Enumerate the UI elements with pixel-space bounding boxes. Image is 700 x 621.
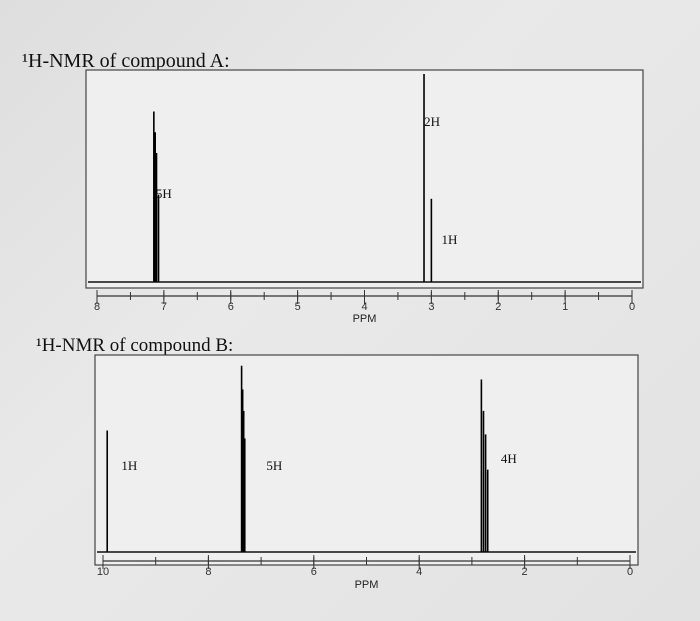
integration-label: 5H — [156, 186, 172, 201]
x-tick-label: 0 — [627, 566, 633, 578]
x-axis-label: PPM — [355, 579, 379, 591]
integration-label: 1H — [121, 458, 137, 473]
integration-label: 2H — [424, 114, 440, 129]
x-tick-label: 5 — [295, 301, 301, 313]
x-tick-label: 3 — [428, 301, 434, 313]
x-tick-label: 8 — [205, 566, 211, 578]
x-axis-label: PPM — [353, 313, 377, 325]
compound-a-title: ¹H-NMR of compound A: — [22, 50, 230, 72]
x-tick-label: 10 — [97, 566, 109, 578]
compound-b-title: ¹H-NMR of compound B: — [36, 335, 234, 356]
x-tick-label: 6 — [228, 301, 234, 313]
x-tick-label: 2 — [495, 301, 501, 313]
x-tick-label: 8 — [94, 301, 100, 313]
x-tick-label: 0 — [629, 301, 635, 313]
x-tick-label: 4 — [361, 301, 367, 313]
x-tick-label: 2 — [522, 566, 528, 578]
x-tick-label: 4 — [416, 566, 422, 578]
integration-label: 5H — [266, 458, 282, 473]
plot-frame — [94, 354, 639, 566]
integration-label: 4H — [501, 451, 517, 466]
x-tick-label: 7 — [161, 301, 167, 313]
plot-frame — [85, 69, 644, 289]
x-tick-label: 1 — [562, 301, 568, 313]
x-tick-label: 6 — [311, 566, 317, 578]
integration-label: 1H — [441, 232, 457, 247]
